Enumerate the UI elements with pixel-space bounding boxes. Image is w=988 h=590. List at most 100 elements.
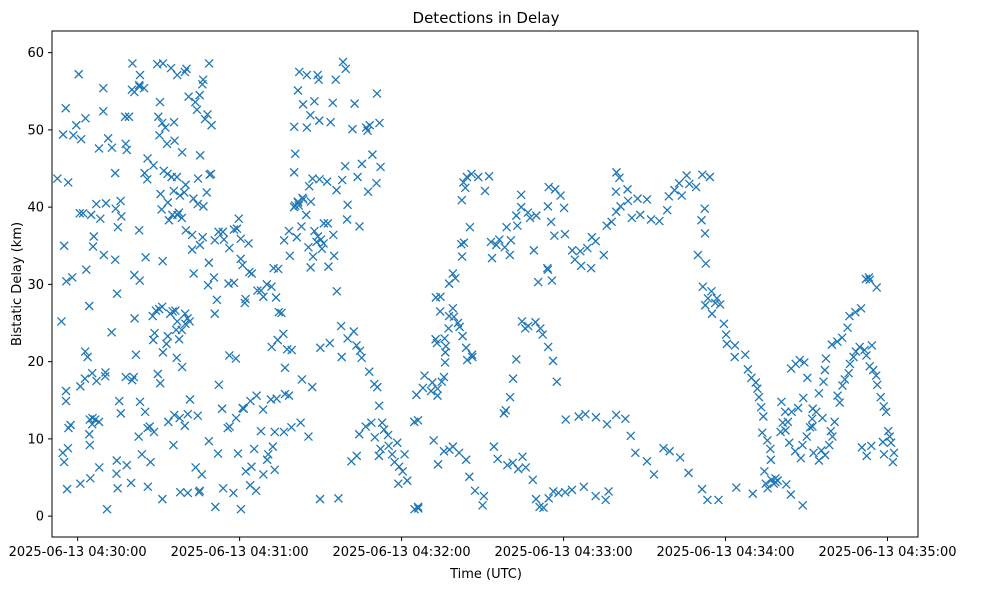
data-point <box>575 246 585 256</box>
data-point <box>202 187 212 197</box>
data-point <box>355 346 365 356</box>
data-point <box>352 340 361 350</box>
data-point <box>139 83 149 93</box>
data-point <box>267 342 277 352</box>
data-point <box>78 208 88 218</box>
data-point <box>384 441 394 451</box>
data-point <box>591 412 601 422</box>
data-point <box>879 449 889 459</box>
data-point <box>387 449 397 459</box>
data-point <box>835 398 845 408</box>
data-point <box>116 408 126 418</box>
data-point <box>560 229 570 239</box>
data-point <box>262 279 272 289</box>
data-point <box>130 313 140 323</box>
data-point <box>674 178 684 188</box>
data-point <box>872 283 882 292</box>
data-point <box>188 194 198 204</box>
data-point <box>193 174 203 184</box>
data-point <box>542 263 552 273</box>
data-point <box>153 369 163 379</box>
data-point <box>763 483 773 493</box>
data-point <box>323 218 333 228</box>
data-point <box>480 186 490 196</box>
data-point <box>548 486 558 496</box>
data-point <box>372 178 381 188</box>
data-point <box>258 405 268 414</box>
data-point <box>523 208 533 218</box>
data-point <box>814 388 824 398</box>
data-point <box>533 277 543 287</box>
data-point <box>112 469 121 479</box>
data-point <box>370 432 380 442</box>
data-point <box>157 494 167 504</box>
data-point <box>141 252 151 262</box>
data-point <box>865 275 875 285</box>
data-point <box>499 408 509 418</box>
data-point <box>87 419 97 429</box>
data-point <box>883 426 893 436</box>
data-point <box>820 365 830 375</box>
data-point <box>271 293 281 302</box>
data-point <box>210 235 220 245</box>
data-point <box>787 407 797 417</box>
data-point <box>270 427 280 437</box>
data-point <box>722 339 732 349</box>
data-point <box>383 430 393 440</box>
data-point <box>602 419 612 429</box>
data-point <box>337 352 347 362</box>
data-point <box>460 183 470 193</box>
data-point <box>353 172 363 182</box>
data-point <box>367 150 377 160</box>
data-point <box>439 372 449 382</box>
data-point <box>433 391 442 401</box>
data-point <box>127 58 137 68</box>
data-point <box>783 417 793 427</box>
data-point <box>516 202 526 212</box>
data-point <box>157 118 167 128</box>
data-point <box>889 448 899 458</box>
data-point <box>236 504 246 514</box>
data-point <box>156 189 165 199</box>
data-point <box>354 429 364 439</box>
data-point <box>116 196 126 206</box>
data-point <box>881 407 891 417</box>
data-point <box>809 448 818 458</box>
data-point <box>71 120 81 130</box>
data-point <box>544 182 554 192</box>
data-point <box>766 455 776 465</box>
data-point <box>758 412 768 421</box>
data-point <box>730 352 740 362</box>
data-point <box>845 359 855 369</box>
data-point <box>793 403 803 413</box>
data-point <box>209 272 219 282</box>
data-point <box>332 286 342 296</box>
data-point <box>181 180 191 190</box>
data-point <box>239 404 249 414</box>
data-point <box>392 438 402 448</box>
data-point <box>286 422 296 432</box>
data-point <box>518 452 527 462</box>
data-point <box>830 417 840 427</box>
data-point <box>256 426 266 436</box>
data-point <box>145 422 155 431</box>
data-point <box>773 476 783 486</box>
data-point <box>440 334 449 343</box>
data-point <box>346 456 356 466</box>
data-point <box>87 368 97 378</box>
data-point <box>203 280 213 290</box>
data-point <box>84 301 94 311</box>
data-point <box>236 234 246 244</box>
data-point <box>486 237 496 247</box>
plot-frame <box>51 30 919 538</box>
data-point <box>241 466 251 476</box>
data-point <box>697 170 707 180</box>
data-point <box>343 334 353 343</box>
data-point <box>543 201 553 211</box>
data-point <box>158 58 168 68</box>
data-point <box>820 450 830 460</box>
data-point <box>461 343 471 353</box>
data-point <box>543 265 553 275</box>
data-point <box>134 225 144 235</box>
